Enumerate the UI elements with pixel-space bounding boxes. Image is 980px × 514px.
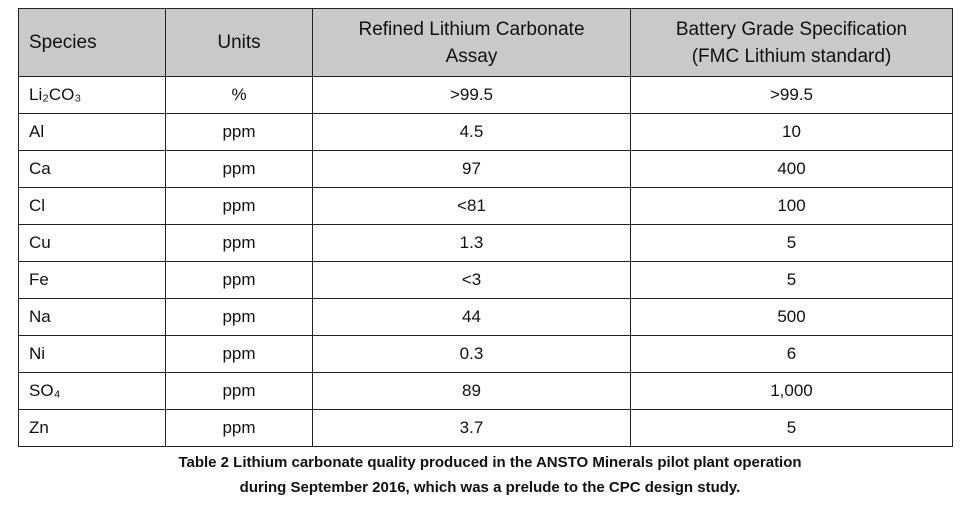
table-row: Ni ppm 0.3 6 — [18, 335, 953, 373]
table-cell: ppm — [165, 298, 313, 336]
table-row: Cu ppm 1.3 5 — [18, 224, 953, 262]
table-cell: 89 — [312, 372, 631, 410]
table-row: SO₄ ppm 89 1,000 — [18, 372, 953, 410]
header-cell: Units — [165, 8, 313, 77]
table-cell: ppm — [165, 335, 313, 373]
table-cell: 5 — [630, 224, 953, 262]
table-body: Li₂CO₃% >99.5 >99.5 Al ppm 4.5 10 Ca ppm 97 400 Cl p… — [18, 76, 953, 447]
table-cell: % — [165, 76, 313, 114]
table-cell: ppm — [165, 224, 313, 262]
table-cell: Zn — [18, 409, 166, 447]
data-table: Species Units Refined Lithium Carbonate As… — [18, 8, 953, 447]
table-cell: 1.3 — [312, 224, 631, 262]
table-cell: Cl — [18, 187, 166, 225]
table-cell: ppm — [165, 113, 313, 151]
table-cell: ppm — [165, 409, 313, 447]
table-cell: 3.7 — [312, 409, 631, 447]
table-cell: 500 — [630, 298, 953, 336]
table-cell: 10 — [630, 113, 953, 151]
table-cell: 6 — [630, 335, 953, 373]
table-cell: 5 — [630, 261, 953, 299]
table-cell: Cu — [18, 224, 166, 262]
table-cell: 100 — [630, 187, 953, 225]
table-row: Fe ppm <3 5 — [18, 261, 953, 299]
table-cell: >99.5 — [312, 76, 631, 114]
table-cell: <81 — [312, 187, 631, 225]
table-cell: 1,000 — [630, 372, 953, 410]
table-cell: SO₄ — [18, 372, 166, 410]
table-cell: Al — [18, 113, 166, 151]
table-row: Cl ppm <81 100 — [18, 187, 953, 225]
table-cell: ppm — [165, 261, 313, 299]
table-cell: 44 — [312, 298, 631, 336]
table-cell: 5 — [630, 409, 953, 447]
table-cell: 97 — [312, 150, 631, 188]
table-cell: >99.5 — [630, 76, 953, 114]
table-row: Zn ppm 3.7 5 — [18, 409, 953, 447]
header-row: Species Units Refined Lithium Carbonate As… — [18, 8, 953, 77]
table-cell: ppm — [165, 187, 313, 225]
caption: Table 2 Lithium carbonate quality produc… — [178, 454, 802, 496]
header-cell: Refined Lithium Carbonate Assay — [312, 8, 631, 77]
header-cell: Battery Grade Specification (FMC Lithium… — [630, 8, 953, 77]
table-cell: 0.3 — [312, 335, 631, 373]
table-cell: 400 — [630, 150, 953, 188]
table-cell: ppm — [165, 372, 313, 410]
table-cell: Fe — [18, 261, 166, 299]
table-row: Al ppm 4.5 10 — [18, 113, 953, 151]
table-cell: ppm — [165, 150, 313, 188]
table-cell: Ni — [18, 335, 166, 373]
table-row: Ca ppm 97 400 — [18, 150, 953, 188]
table-cell: Ca — [18, 150, 166, 188]
table-cell: 4.5 — [312, 113, 631, 151]
header-cell: Species — [18, 8, 166, 77]
table-row: Na ppm 44 500 — [18, 298, 953, 336]
table-cell: Li₂CO₃ — [18, 76, 166, 114]
table-cell: Na — [18, 298, 166, 336]
table-row: Li₂CO₃% >99.5 >99.5 — [18, 76, 953, 114]
table-cell: <3 — [312, 261, 631, 299]
